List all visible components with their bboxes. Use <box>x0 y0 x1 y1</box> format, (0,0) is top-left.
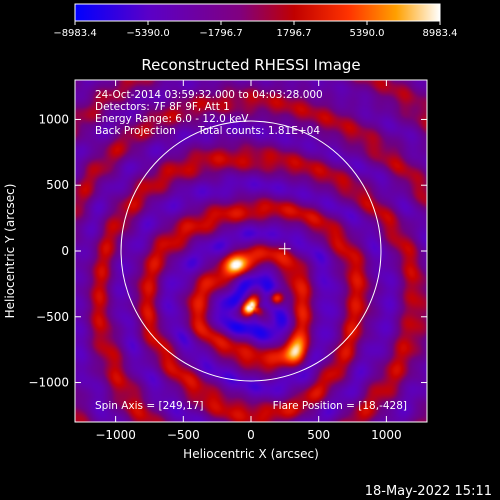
x-tick-label: −1000 <box>95 428 136 442</box>
colorbar <box>74 3 441 22</box>
annotation-detectors: Detectors: 7F 8F 9F, Att 1 <box>95 101 230 113</box>
y-axis-ticks: 1000 500 0 −500 −1000 <box>28 112 427 390</box>
annotation-time-range: 24-Oct-2014 03:59:32.000 to 04:03:28.000 <box>95 89 323 101</box>
spin-axis-marker <box>278 242 291 255</box>
x-tick-label: 0 <box>247 428 255 442</box>
y-tick-label: −1000 <box>28 376 69 390</box>
colorbar-tick-label: −5390.0 <box>126 28 169 39</box>
y-axis-label: Heliocentric Y (arcsec) <box>3 184 17 319</box>
colorbar-tick-label: 5390.0 <box>350 28 385 39</box>
x-tick-label: −500 <box>167 428 200 442</box>
y-tick-label: 1000 <box>38 112 69 126</box>
heatmap-image <box>75 80 427 422</box>
x-axis-ticks: −1000 −500 0 500 1000 <box>95 80 402 442</box>
colorbar-tick-label: −1796.7 <box>199 28 242 39</box>
annotation-counts: Total counts: 1.81E+04 <box>197 125 320 137</box>
annotation-spin-axis: Spin Axis = [249,17] <box>95 400 203 412</box>
solar-limb-circle <box>120 120 382 382</box>
x-tick-label: 500 <box>307 428 330 442</box>
x-tick-label: 1000 <box>371 428 402 442</box>
y-tick-label: −500 <box>36 310 69 324</box>
y-tick-label: 500 <box>46 178 69 192</box>
x-axis-label: Heliocentric X (arcsec) <box>183 447 319 461</box>
colorbar-tick-label: 1796.7 <box>277 28 312 39</box>
colorbar-tick-label: 8983.4 <box>423 28 458 39</box>
annotation-energy: Energy Range: 6.0 - 12.0 keV <box>95 113 249 125</box>
colorbar-ticks: −8983.4 −5390.0 −1796.7 1796.7 5390.0 8983.4 <box>53 21 458 39</box>
colorbar-tick-label: −8983.4 <box>53 28 96 39</box>
annotation-flare-position: Flare Position = [18,-428] <box>273 400 407 412</box>
footer-timestamp: 18-May-2022 15:11 <box>365 484 492 499</box>
y-tick-label: 0 <box>61 244 69 258</box>
chart-title: Reconstructed RHESSI Image <box>141 56 360 74</box>
annotation-method: Back Projection <box>95 125 176 137</box>
